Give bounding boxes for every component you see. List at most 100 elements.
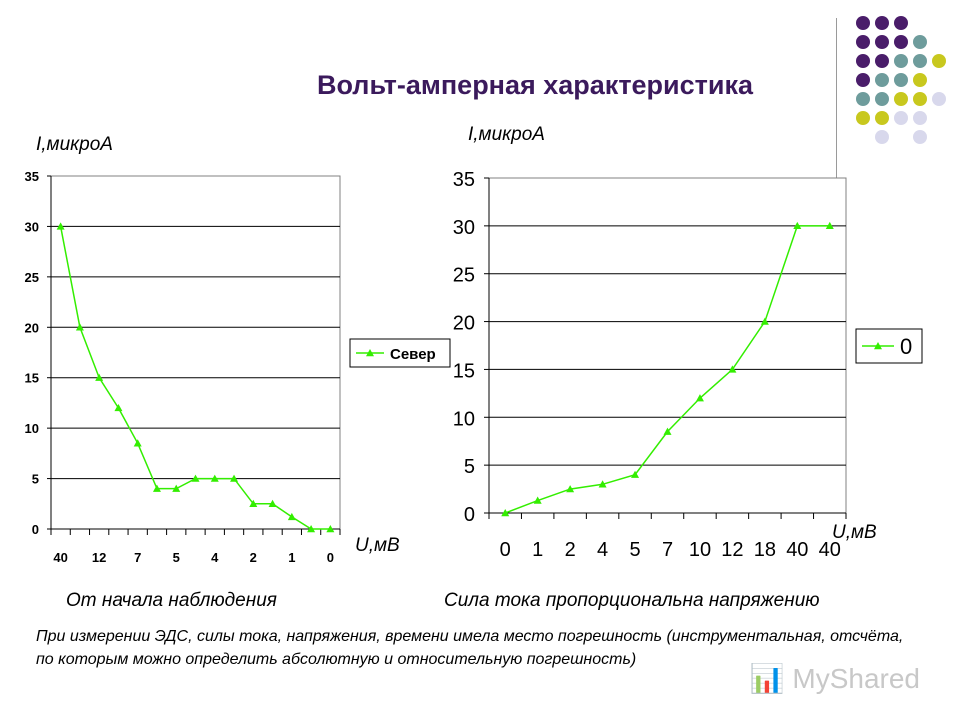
chart1-x-tick-label: 2 (250, 550, 257, 565)
decorative-dot (932, 92, 946, 106)
chart1-data-point (152, 484, 161, 492)
chart1-x-tick-label: 4 (211, 550, 219, 565)
chart1-y-tick-label: 30 (25, 219, 39, 234)
chart2-y-axis-label: I,микроА (468, 124, 545, 145)
chart2-data-point (663, 427, 672, 435)
decorative-divider (836, 18, 837, 178)
decorative-dot (875, 16, 889, 30)
slide-title: Вольт-амперная характеристика (316, 70, 754, 100)
chart2-data-point (631, 470, 640, 478)
decorative-dot (856, 16, 870, 30)
decorative-dot (913, 111, 927, 125)
watermark-logo: 📊 MyShared (749, 663, 920, 694)
chart1-y-tick-label: 0 (32, 522, 39, 537)
chart2-x-tick-label: 40 (819, 539, 841, 561)
chart1-data-point (133, 439, 142, 447)
decorative-dot (913, 73, 927, 87)
watermark-text: MyShared (792, 663, 920, 694)
chart1-data-point (114, 403, 123, 412)
chart1-x-tick-label: 7 (134, 550, 141, 565)
chart1-data-point (287, 512, 296, 521)
chart1-data-point (56, 222, 65, 230)
chart2-data-point (728, 365, 737, 373)
chart1-y-tick-label: 15 (25, 371, 39, 386)
decorative-dot (856, 54, 870, 68)
chart1-data-point (249, 499, 258, 507)
decorative-dot (856, 111, 870, 125)
chart2-data-point (695, 394, 704, 402)
chart1-data-point (326, 525, 335, 533)
chart2-x-tick-label: 0 (500, 539, 511, 561)
chart2-y-tick-label: 35 (453, 169, 475, 191)
chart2-x-tick-label: 1 (532, 539, 543, 561)
decorative-dot (894, 92, 908, 106)
chart1-data-point (307, 525, 316, 533)
measurement-note: При измерении ЭДС, силы тока, напряжения… (36, 628, 904, 668)
chart2-y-tick-label: 30 (453, 217, 475, 239)
chart2-data-point (501, 509, 510, 517)
chart1-x-tick-label: 40 (53, 550, 67, 565)
decorative-dot (875, 130, 889, 144)
chart2-x-tick-label: 10 (689, 539, 711, 561)
chart1-x-tick-label: 5 (173, 550, 180, 565)
decorative-dot (894, 16, 908, 30)
chart2-data-point (566, 485, 575, 493)
chart2-y-tick-label: 25 (453, 265, 475, 287)
chart1-data-point (191, 474, 200, 482)
chart1-plot-area (50, 175, 341, 530)
chart2-data-point (825, 221, 834, 230)
decorative-dot (856, 35, 870, 49)
decorative-dot (894, 54, 908, 68)
chart2-x-tick-label: 12 (721, 539, 743, 561)
decorative-dot (875, 92, 889, 106)
decorative-dot (875, 35, 889, 49)
chart2-y-tick-label: 15 (453, 360, 475, 382)
chart1-y-tick-label: 5 (32, 472, 39, 487)
chart1-x-tick-label: 0 (327, 550, 334, 565)
chart2-plot-area (488, 177, 847, 514)
chart2-x-tick-label: 7 (662, 539, 673, 561)
chart2-x-axis-label: U,мВ (832, 522, 877, 543)
decorative-dot (932, 54, 946, 68)
decorative-dot (875, 73, 889, 87)
decorative-dot (913, 92, 927, 106)
chart1-y-tick-label: 35 (25, 169, 39, 184)
decorative-dot (913, 54, 927, 68)
chart2-y-tick-label: 20 (453, 313, 475, 335)
chart1-x-axis-label: U,мВ (355, 535, 400, 556)
decorative-dot (856, 73, 870, 87)
decorative-dot (875, 111, 889, 125)
chart1-data-point (172, 484, 181, 492)
chart2-data-point (533, 496, 542, 504)
decorative-dot (856, 92, 870, 106)
chart2-legend-marker (874, 342, 882, 350)
chart2-legend-label: 0 (900, 334, 912, 359)
chart1-data-point (95, 373, 104, 381)
chart1-data-point (230, 474, 239, 482)
decorative-dot (894, 73, 908, 87)
chart2-data-point (793, 221, 802, 230)
chart1-legend-marker (366, 349, 374, 357)
chart1-x-tick-label: 1 (288, 550, 295, 565)
decorative-dot (913, 35, 927, 49)
chart1-y-tick-label: 25 (25, 270, 39, 285)
chart1-caption: От начала наблюдения (66, 590, 277, 611)
chart2-x-tick-label: 18 (754, 539, 776, 561)
chart1-y-tick-label: 20 (25, 320, 39, 335)
chart2-data-point (760, 317, 769, 325)
chart1-data-point (268, 499, 277, 507)
chart1-y-tick-label: 10 (25, 421, 39, 436)
chart1-data-point (75, 323, 84, 331)
chart2-y-tick-label: 0 (464, 504, 475, 526)
chart2-x-tick-label: 5 (629, 539, 640, 561)
chart2-x-tick-label: 40 (786, 539, 808, 561)
chart2-caption: Сила тока пропорциональна напряжению (444, 590, 820, 611)
decorative-dot (913, 130, 927, 144)
chart1-legend-label: Север (390, 346, 436, 363)
chart2-x-tick-label: 4 (597, 539, 608, 561)
decorative-dot (875, 54, 889, 68)
chart1-x-tick-label: 12 (92, 550, 106, 565)
